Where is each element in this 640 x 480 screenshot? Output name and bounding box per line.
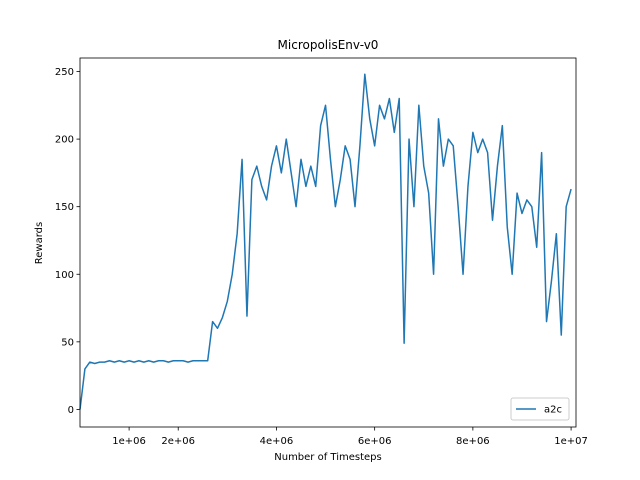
plot-frame <box>79 57 577 428</box>
x-tick-label: 1e+07 <box>554 436 588 447</box>
y-tick-label: 150 <box>55 202 74 213</box>
y-tick-label: 50 <box>61 337 74 348</box>
x-axis-label: Number of Timesteps <box>274 452 381 463</box>
legend-label: a2c <box>544 405 562 416</box>
x-tick-label: 2e+06 <box>161 436 195 447</box>
x-tick-label: 6e+06 <box>358 436 392 447</box>
legend-box <box>510 397 570 421</box>
x-tick-label: 4e+06 <box>260 436 294 447</box>
chart-title: MicropolisEnv-v0 <box>278 38 379 52</box>
x-tick-label: 8e+06 <box>456 436 490 447</box>
y-tick-label: 100 <box>55 270 74 281</box>
data-line <box>79 73 572 410</box>
y-tick-label: 200 <box>55 135 74 146</box>
y-tick-label: 250 <box>55 67 74 78</box>
x-tick-label: 1e+06 <box>112 436 146 447</box>
y-tick-label: 0 <box>68 405 74 416</box>
y-axis-label: Rewards <box>34 222 45 264</box>
